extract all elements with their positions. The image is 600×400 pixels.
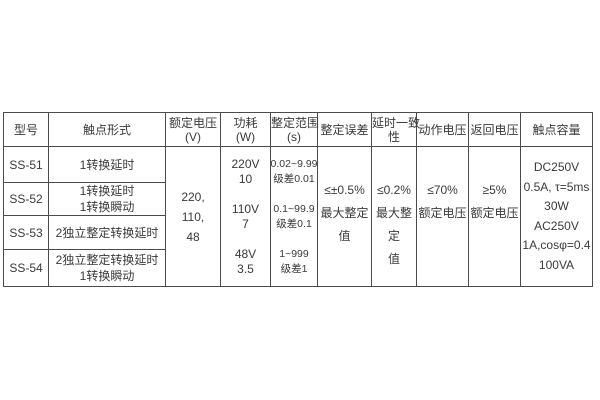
delay-consistency-cell: ≤0.2% 最大整定 值: [371, 146, 417, 287]
row-ss53: SS-53 2独立整定转换延时: [3, 215, 593, 250]
setting-error-cell: ≤±0.5% 最大整定 值: [317, 146, 372, 287]
col-header-return-voltage: 返回电压: [468, 112, 521, 147]
col-header-model-label: 型号: [13, 122, 38, 137]
col-header-setting-range: 整定范围 (s): [270, 112, 319, 147]
col-header-power: 功耗 (W): [220, 112, 271, 147]
model-cell: SS-51: [3, 146, 49, 183]
row-ss52: SS-52 1转换延时 1转换瞬动: [3, 182, 593, 216]
col-header-delay-consistency: 延时一致 性: [371, 112, 420, 147]
row-ss51: SS-51 1转换延时 220, 110, 48 220V 10 110V 7 48…: [3, 146, 593, 287]
return-voltage-cell: ≥5% 额定电压: [468, 146, 521, 287]
setting-range-cell: 0.02~9.99 级差0.01 0.1~99.9 级差0.1 1~999 级差1: [270, 146, 318, 287]
relay-spec-table: 型号 触点形式 额定电压 (V) 功耗 (W) 整定范围 (s) 整定误差 延时…: [3, 112, 593, 287]
col-header-contact-capacity: 触点容量: [520, 112, 593, 147]
col-header-contact-form: 触点形式: [48, 112, 166, 147]
model-cell: SS-53: [3, 215, 49, 250]
header-row: 型号 触点形式 额定电压 (V) 功耗 (W) 整定范围 (s) 整定误差 延时…: [3, 112, 593, 147]
rated-voltage-cell: 220, 110, 48: [165, 146, 221, 287]
model-cell: SS-54: [3, 249, 49, 287]
col-header-model: 型号: [3, 112, 49, 147]
col-header-contact-form-label: 触点形式: [82, 122, 131, 137]
contact-form-cell: 1转换延时: [48, 146, 166, 183]
spec-table-container: 型号 触点形式 额定电压 (V) 功耗 (W) 整定范围 (s) 整定误差 延时…: [3, 112, 593, 287]
col-header-setting-error: 整定误差: [317, 112, 372, 147]
model-cell: SS-52: [3, 182, 49, 216]
contact-form-cell: 2独立整定转换延时 1转换瞬动: [48, 249, 166, 287]
row-ss54: SS-54 2独立整定转换延时 1转换瞬动: [3, 249, 593, 287]
contact-form-cell: 1转换延时 1转换瞬动: [48, 182, 166, 216]
col-header-operate-voltage: 动作电压: [416, 112, 469, 147]
col-header-rated-voltage: 额定电压 (V): [165, 112, 221, 147]
operate-voltage-cell: ≤70% 额定电压: [416, 146, 469, 287]
contact-form-cell: 2独立整定转换延时: [48, 215, 166, 250]
power-cell: 220V 10 110V 7 48V 3.5: [220, 146, 271, 287]
contact-capacity-cell: DC250V 0.5A, τ=5ms 30W AC250V 1A,cosφ=0.…: [520, 146, 593, 287]
